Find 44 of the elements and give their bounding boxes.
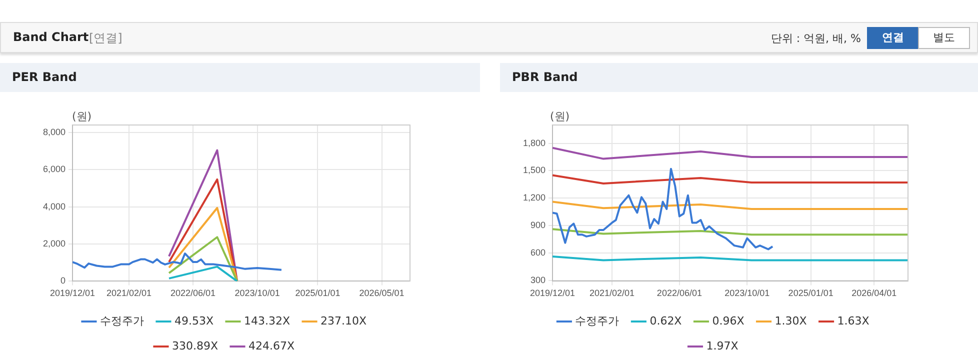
y-tick-label: 2,000 bbox=[42, 238, 66, 248]
text: [연결] bbox=[89, 30, 122, 47]
legend-label: 1.63X bbox=[837, 314, 870, 328]
x-tick-label: 2026/04/01 bbox=[852, 288, 897, 298]
y-tick-label: 1,500 bbox=[522, 165, 546, 176]
x-tick-label: 2022/06/01 bbox=[656, 288, 702, 298]
y-tick-label: 0 bbox=[60, 276, 66, 286]
legend-label: 1.30X bbox=[774, 314, 808, 328]
legend-label: 237.10X bbox=[320, 314, 367, 328]
x-tick-label: 2021/02/01 bbox=[106, 288, 152, 298]
legend-label: 0.62X bbox=[650, 314, 682, 328]
x-tick-label: 2023/10/01 bbox=[724, 288, 770, 298]
y-axis-title: (원) bbox=[550, 109, 570, 124]
legend-label: 424.67X bbox=[248, 339, 295, 352]
x-tick-label: 2021/02/01 bbox=[590, 288, 635, 298]
y-tick-label: 1,800 bbox=[522, 138, 546, 148]
y-tick-label: 600 bbox=[530, 247, 546, 258]
legend-label: 330.89X bbox=[172, 339, 218, 352]
legend-label: 수정주가 bbox=[575, 314, 620, 328]
x-tick-label: 2025/01/01 bbox=[295, 288, 340, 298]
y-tick-label: 6,000 bbox=[42, 164, 66, 174]
x-tick-label: 2025/01/01 bbox=[788, 288, 834, 298]
legend-label: 0.96X bbox=[712, 314, 745, 328]
x-tick-label: 2019/12/01 bbox=[50, 288, 96, 298]
chart-title: PBR Band bbox=[500, 63, 978, 92]
y-tick-label: 8,000 bbox=[42, 126, 66, 137]
y-tick-label: 900 bbox=[530, 220, 546, 230]
text: 연결 bbox=[867, 27, 919, 49]
y-axis-title: (원) bbox=[72, 109, 92, 124]
legend-label: 49.53X bbox=[174, 314, 214, 328]
x-tick-label: 2026/05/01 bbox=[359, 288, 404, 298]
legend-label: 1.97X bbox=[706, 339, 739, 352]
y-tick-label: 4,000 bbox=[42, 201, 66, 212]
y-tick-label: 1,200 bbox=[522, 192, 546, 203]
text: 단위 : 억원, 배, % bbox=[770, 31, 861, 46]
legend-label: 143.32X bbox=[244, 314, 290, 328]
text: Band Chart bbox=[13, 30, 89, 44]
x-tick-label: 2022/06/01 bbox=[170, 288, 216, 298]
y-tick-label: 300 bbox=[530, 274, 546, 285]
x-tick-label: 2019/12/01 bbox=[530, 288, 576, 298]
x-tick-label: 2023/10/01 bbox=[234, 288, 280, 298]
text: 별도 bbox=[918, 27, 970, 49]
legend-label: 수정주가 bbox=[100, 314, 144, 328]
chart-title: PER Band bbox=[0, 63, 480, 92]
